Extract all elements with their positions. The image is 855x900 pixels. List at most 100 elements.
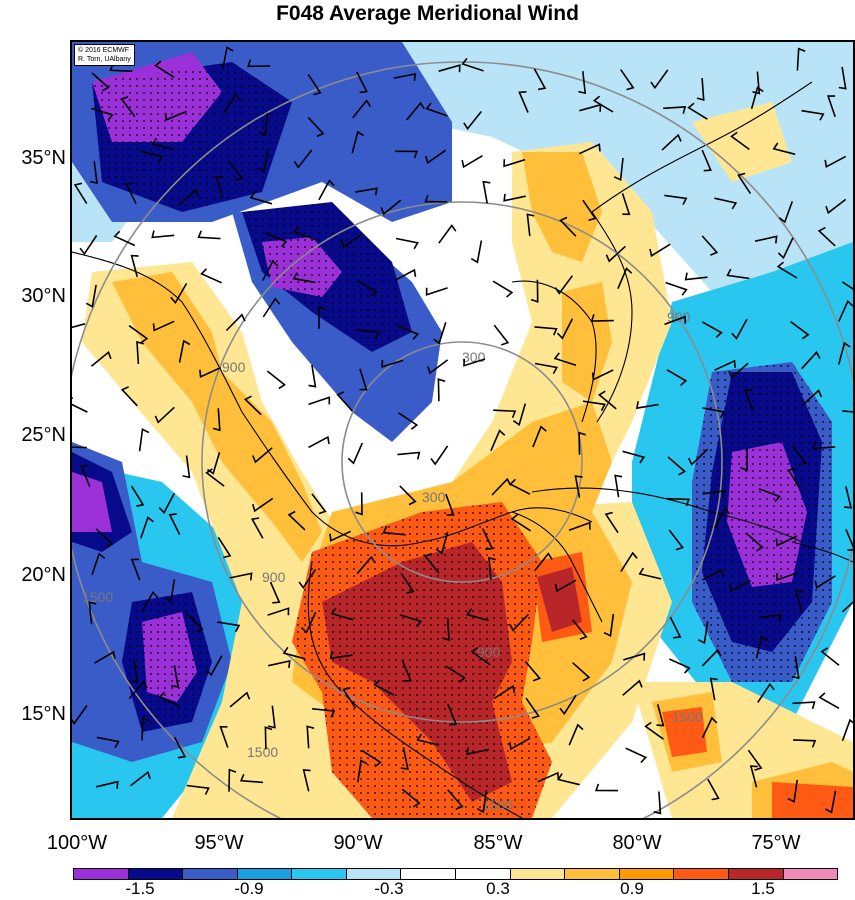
wind-barb bbox=[351, 130, 365, 154]
wind-barb bbox=[197, 230, 221, 240]
lat-label: 30°N bbox=[21, 285, 66, 307]
wind-barb bbox=[825, 790, 837, 814]
wind-barb bbox=[394, 268, 417, 282]
wind-barb bbox=[687, 102, 708, 120]
wind-barb bbox=[841, 718, 853, 742]
wind-barb bbox=[247, 59, 271, 68]
wind-barb bbox=[430, 445, 449, 466]
wind-barb bbox=[466, 747, 489, 756]
colorbar-label: 0.3 bbox=[486, 879, 510, 898]
wind-barb bbox=[696, 77, 705, 101]
wind-barb bbox=[512, 403, 527, 426]
wind-barb bbox=[702, 489, 726, 498]
contour-label: 900 bbox=[222, 359, 246, 375]
wind-barb bbox=[533, 68, 547, 91]
wind-barb bbox=[398, 412, 419, 430]
colorbar-swatch bbox=[619, 869, 675, 879]
contour-label: 300 bbox=[422, 489, 446, 505]
wind-barb bbox=[747, 749, 763, 771]
wind-barb bbox=[841, 601, 853, 613]
wind-barb bbox=[778, 201, 794, 224]
wind-barb bbox=[665, 281, 688, 296]
wind-barb bbox=[423, 552, 440, 574]
wind-barb bbox=[684, 272, 708, 281]
wind-barb bbox=[752, 71, 761, 95]
wind-barb bbox=[261, 259, 279, 281]
wind-barb bbox=[130, 485, 145, 507]
wind-barb bbox=[395, 237, 419, 250]
wind-barb bbox=[73, 182, 88, 205]
wind-barb bbox=[701, 235, 719, 256]
wind-barb bbox=[393, 73, 417, 82]
wind-barb bbox=[308, 364, 317, 388]
wind-barb bbox=[568, 723, 584, 746]
wind-barb bbox=[749, 765, 758, 788]
wind-barb bbox=[239, 773, 264, 784]
wind-barb bbox=[605, 245, 626, 263]
wind-barb bbox=[381, 359, 404, 368]
wind-barb bbox=[470, 646, 491, 666]
wind-barb bbox=[582, 400, 606, 411]
wind-barb bbox=[399, 485, 417, 506]
wind-barb bbox=[554, 579, 577, 593]
wind-barb bbox=[171, 665, 180, 688]
caribbean-red-region bbox=[662, 707, 707, 757]
wind-barb bbox=[494, 685, 516, 699]
colorbar-label: -0.9 bbox=[234, 879, 264, 898]
wind-barb bbox=[653, 791, 662, 815]
wind-barb bbox=[96, 780, 119, 789]
wind-barb bbox=[138, 428, 150, 452]
wind-barb bbox=[614, 474, 623, 498]
wind-barb bbox=[438, 224, 457, 244]
wind-barb bbox=[740, 447, 748, 472]
wind-barb bbox=[534, 552, 553, 572]
wind-barb bbox=[791, 444, 807, 466]
wind-barb bbox=[95, 528, 114, 548]
wind-barb bbox=[447, 703, 458, 726]
wind-barb bbox=[318, 305, 326, 329]
wind-barb bbox=[399, 614, 423, 628]
wind-barb bbox=[793, 739, 817, 748]
wind-barb bbox=[701, 149, 712, 172]
wind-barb bbox=[622, 679, 643, 696]
wind-barb bbox=[603, 613, 615, 638]
wind-barb bbox=[791, 656, 800, 679]
wind-barb bbox=[758, 613, 782, 622]
wind-barb bbox=[825, 198, 847, 215]
wind-barb bbox=[400, 747, 409, 770]
wind-barb bbox=[401, 788, 421, 808]
wind-barb bbox=[801, 351, 821, 370]
contour-label-group: 300 300 900 900 900 900 1500 1500 1500 1… bbox=[82, 309, 703, 813]
west-purple-region bbox=[72, 472, 112, 532]
wind-barb bbox=[268, 659, 291, 668]
colorbar-swatch bbox=[728, 869, 784, 879]
wind-barb bbox=[503, 158, 526, 168]
wind-barb bbox=[493, 324, 510, 346]
lat-label: 25°N bbox=[21, 424, 66, 446]
wind-barb bbox=[617, 267, 633, 290]
wind-barb bbox=[758, 487, 781, 503]
wind-barb bbox=[817, 226, 836, 247]
wind-barb bbox=[620, 69, 635, 91]
lon-label: 100°W bbox=[46, 832, 108, 854]
wind-barb bbox=[491, 477, 512, 496]
wind-barb bbox=[492, 280, 514, 298]
wind-barb bbox=[396, 324, 419, 340]
wind-barb bbox=[777, 237, 794, 260]
wind-barb bbox=[186, 612, 204, 633]
contour-300 bbox=[341, 341, 583, 583]
wind-barb bbox=[227, 160, 244, 182]
wind-barb bbox=[330, 607, 354, 621]
contour-label: 1500 bbox=[247, 744, 278, 760]
wind-barb bbox=[701, 321, 723, 338]
wind-barb bbox=[243, 395, 262, 416]
wind-barb bbox=[152, 320, 175, 332]
wind-barb bbox=[801, 109, 825, 121]
wind-barb bbox=[262, 297, 281, 318]
wind-barb bbox=[669, 616, 682, 639]
wind-barb bbox=[223, 93, 241, 114]
wind-barb bbox=[267, 607, 290, 616]
wind-barb bbox=[269, 581, 281, 604]
wind-barb bbox=[229, 572, 253, 581]
wind-barb bbox=[199, 366, 221, 378]
